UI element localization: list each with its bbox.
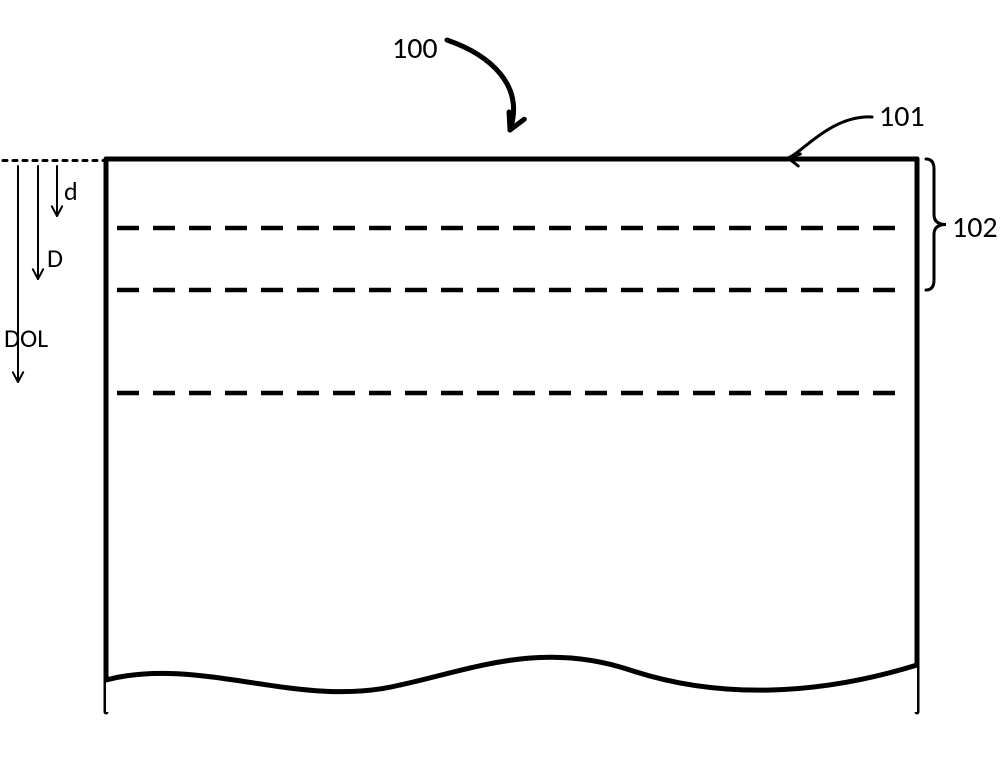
- diagram-svg: [0, 0, 1000, 756]
- diagram-stage: 100 101 102 d D DOL: [0, 0, 1000, 756]
- label-d: d: [64, 175, 78, 207]
- label-D: D: [47, 242, 63, 274]
- label-DOL: DOL: [4, 322, 48, 354]
- label-100: 100: [392, 30, 438, 67]
- label-102: 102: [952, 209, 998, 246]
- label-101: 101: [879, 98, 925, 135]
